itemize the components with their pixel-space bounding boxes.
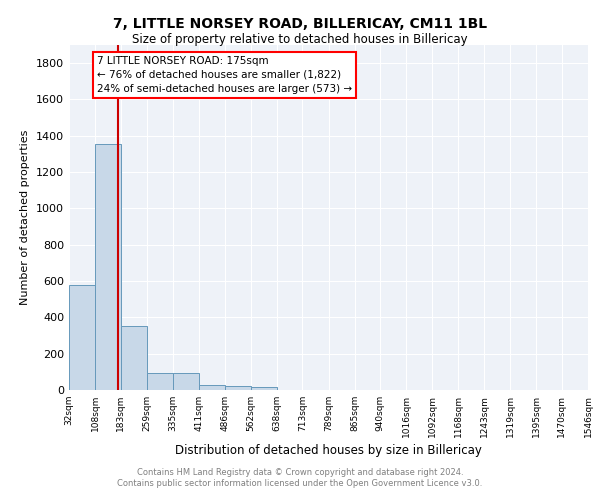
Bar <box>147 373 173 390</box>
Bar <box>69 284 95 390</box>
Bar <box>95 144 121 390</box>
X-axis label: Distribution of detached houses by size in Billericay: Distribution of detached houses by size … <box>175 444 482 457</box>
Bar <box>121 326 147 390</box>
Text: Contains HM Land Registry data © Crown copyright and database right 2024.
Contai: Contains HM Land Registry data © Crown c… <box>118 468 482 487</box>
Text: Size of property relative to detached houses in Billericay: Size of property relative to detached ho… <box>132 32 468 46</box>
Bar <box>199 384 224 390</box>
Text: 7, LITTLE NORSEY ROAD, BILLERICAY, CM11 1BL: 7, LITTLE NORSEY ROAD, BILLERICAY, CM11 … <box>113 18 487 32</box>
Bar <box>173 373 199 390</box>
Bar <box>224 386 251 390</box>
Text: 7 LITTLE NORSEY ROAD: 175sqm
← 76% of detached houses are smaller (1,822)
24% of: 7 LITTLE NORSEY ROAD: 175sqm ← 76% of de… <box>97 56 352 94</box>
Bar <box>251 386 277 390</box>
Y-axis label: Number of detached properties: Number of detached properties <box>20 130 31 305</box>
